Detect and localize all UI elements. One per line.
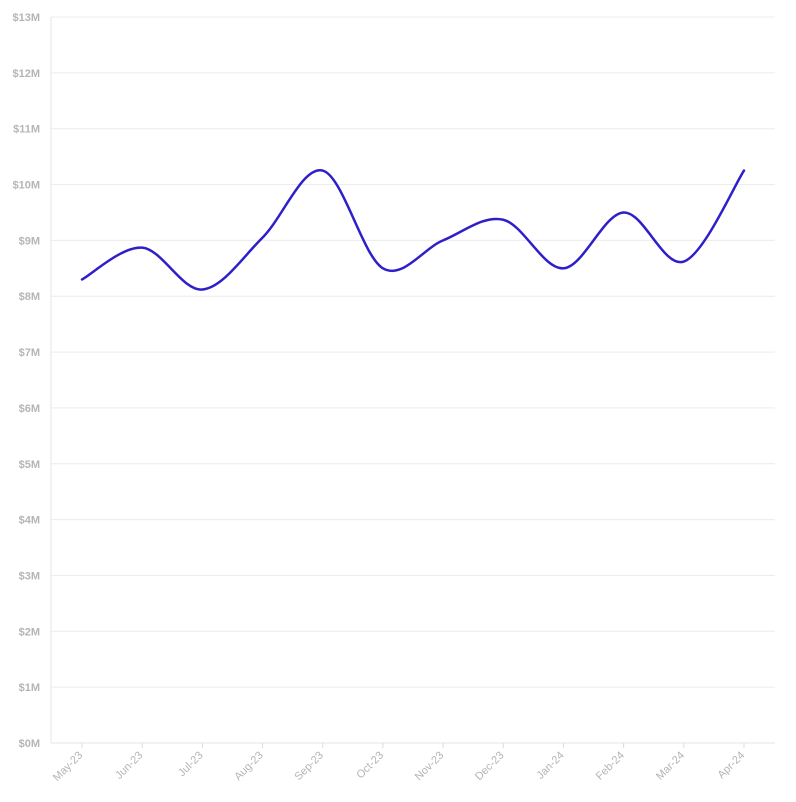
series-line bbox=[80, 169, 746, 291]
y-tick-label: $12M bbox=[12, 68, 40, 80]
x-tick-label: Jun-23 bbox=[113, 749, 145, 781]
grid-lines bbox=[51, 16, 775, 688]
x-tick-label: Mar-24 bbox=[654, 749, 687, 782]
x-tick-label: Feb-24 bbox=[594, 749, 627, 782]
x-tick-label: Apr-24 bbox=[715, 749, 747, 781]
y-tick-label: $4M bbox=[19, 515, 40, 527]
y-tick-label: $6M bbox=[19, 403, 40, 415]
x-tick-label: Jan-24 bbox=[534, 749, 566, 781]
y-tick-label: $8M bbox=[19, 291, 40, 303]
series-lines bbox=[80, 169, 746, 291]
y-tick-label: $0M bbox=[19, 738, 40, 750]
x-tick-label: Sep-23 bbox=[292, 749, 326, 783]
x-tick-label: Aug-23 bbox=[232, 749, 266, 783]
axes bbox=[50, 17, 775, 744]
y-tick-label: $10M bbox=[12, 180, 40, 192]
y-tick-label: $5M bbox=[19, 459, 40, 471]
x-tick-labels: May-23 Jun-23 Jul-23 Aug-23 Sep-23 Oct-23 Nov-… bbox=[51, 743, 747, 784]
y-tick-label: $9M bbox=[19, 235, 40, 247]
x-tick-label: May-23 bbox=[51, 749, 85, 783]
x-tick-label: Jul-23 bbox=[176, 749, 206, 779]
y-tick-label: $1M bbox=[19, 682, 40, 694]
y-tick-label: $2M bbox=[19, 626, 40, 638]
x-tick-label: Dec-23 bbox=[473, 749, 507, 783]
y-tick-label: $7M bbox=[19, 347, 40, 359]
y-tick-labels: $0M $1M $2M $3M $4M $5M $6M $7M $8M $9M $10M $11M $1… bbox=[12, 12, 40, 750]
y-tick-label: $3M bbox=[19, 570, 40, 582]
x-tick-label: Nov-23 bbox=[413, 749, 447, 783]
y-tick-label: $13M bbox=[12, 12, 40, 24]
y-tick-label: $11M bbox=[13, 124, 40, 136]
x-tick-label: Oct-23 bbox=[354, 749, 386, 781]
